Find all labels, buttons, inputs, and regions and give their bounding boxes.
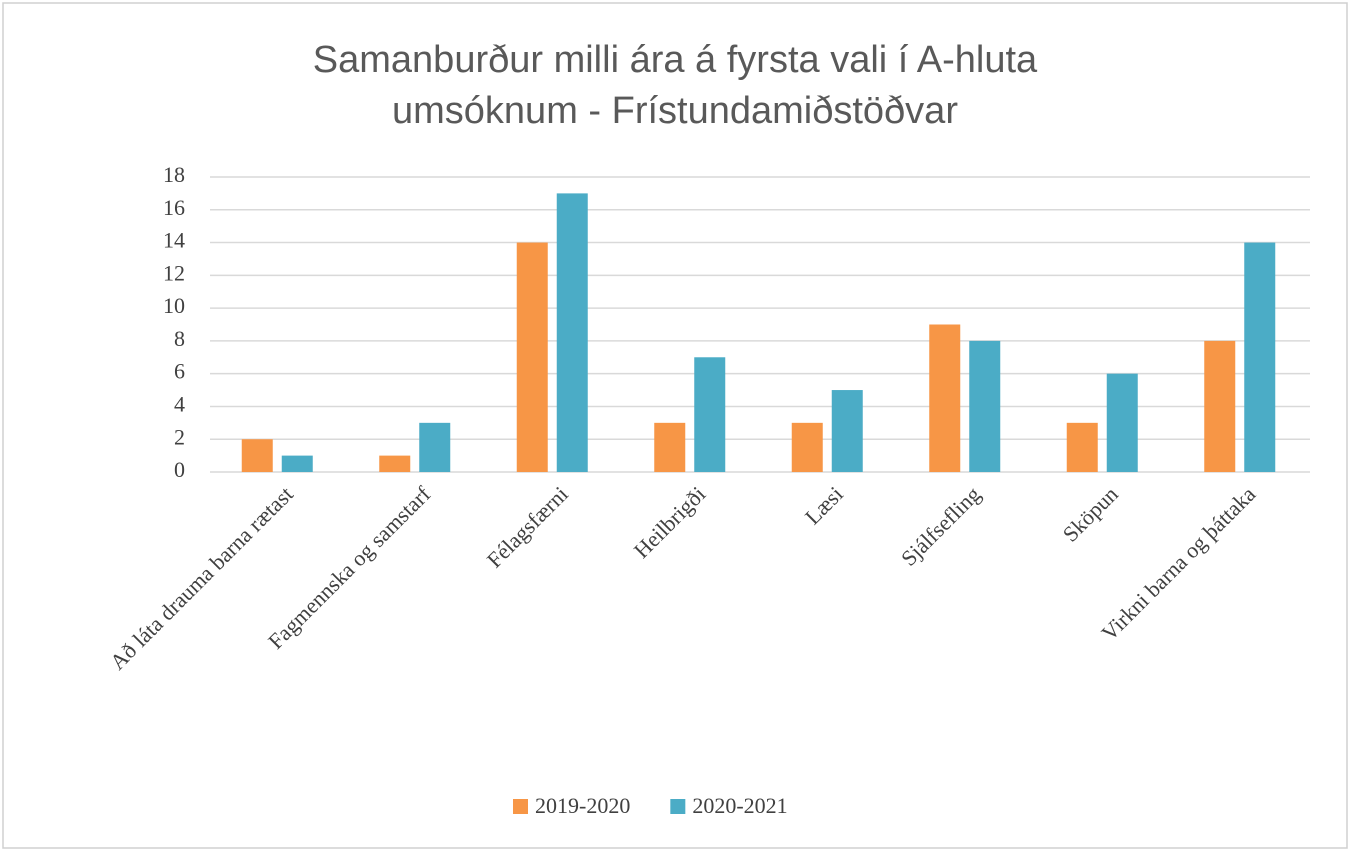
bar [1204, 340, 1236, 472]
legend-label: 2020-2021 [692, 793, 787, 818]
y-tick-label: 0 [174, 457, 185, 482]
chart-title: Samanburður milli ára á fyrsta vali í A-… [313, 39, 1038, 81]
y-tick-label: 10 [163, 293, 185, 318]
bar [1066, 422, 1098, 472]
bar [654, 422, 686, 472]
y-tick-label: 16 [163, 195, 185, 220]
bar [516, 242, 548, 472]
y-tick-label: 8 [174, 326, 185, 351]
bar [379, 455, 411, 472]
bar [791, 422, 823, 472]
bar [241, 439, 273, 472]
y-tick-label: 18 [163, 162, 185, 187]
bar [694, 357, 726, 472]
y-tick-label: 6 [174, 359, 185, 384]
bar [1106, 373, 1138, 472]
y-tick-label: 14 [163, 228, 185, 253]
bar [831, 390, 863, 472]
bar [969, 340, 1001, 472]
y-tick-label: 12 [163, 260, 185, 285]
y-tick-label: 2 [174, 424, 185, 449]
chart-title: umsóknum - Frístundamiðstöðvar [392, 90, 958, 132]
bar [929, 324, 961, 472]
legend-swatch [513, 799, 528, 814]
legend-label: 2019-2020 [535, 793, 630, 818]
bar [419, 422, 451, 472]
legend-swatch [670, 799, 686, 814]
y-tick-label: 4 [174, 391, 185, 416]
bar [1244, 242, 1276, 472]
bar [281, 455, 313, 472]
bar [556, 193, 588, 472]
